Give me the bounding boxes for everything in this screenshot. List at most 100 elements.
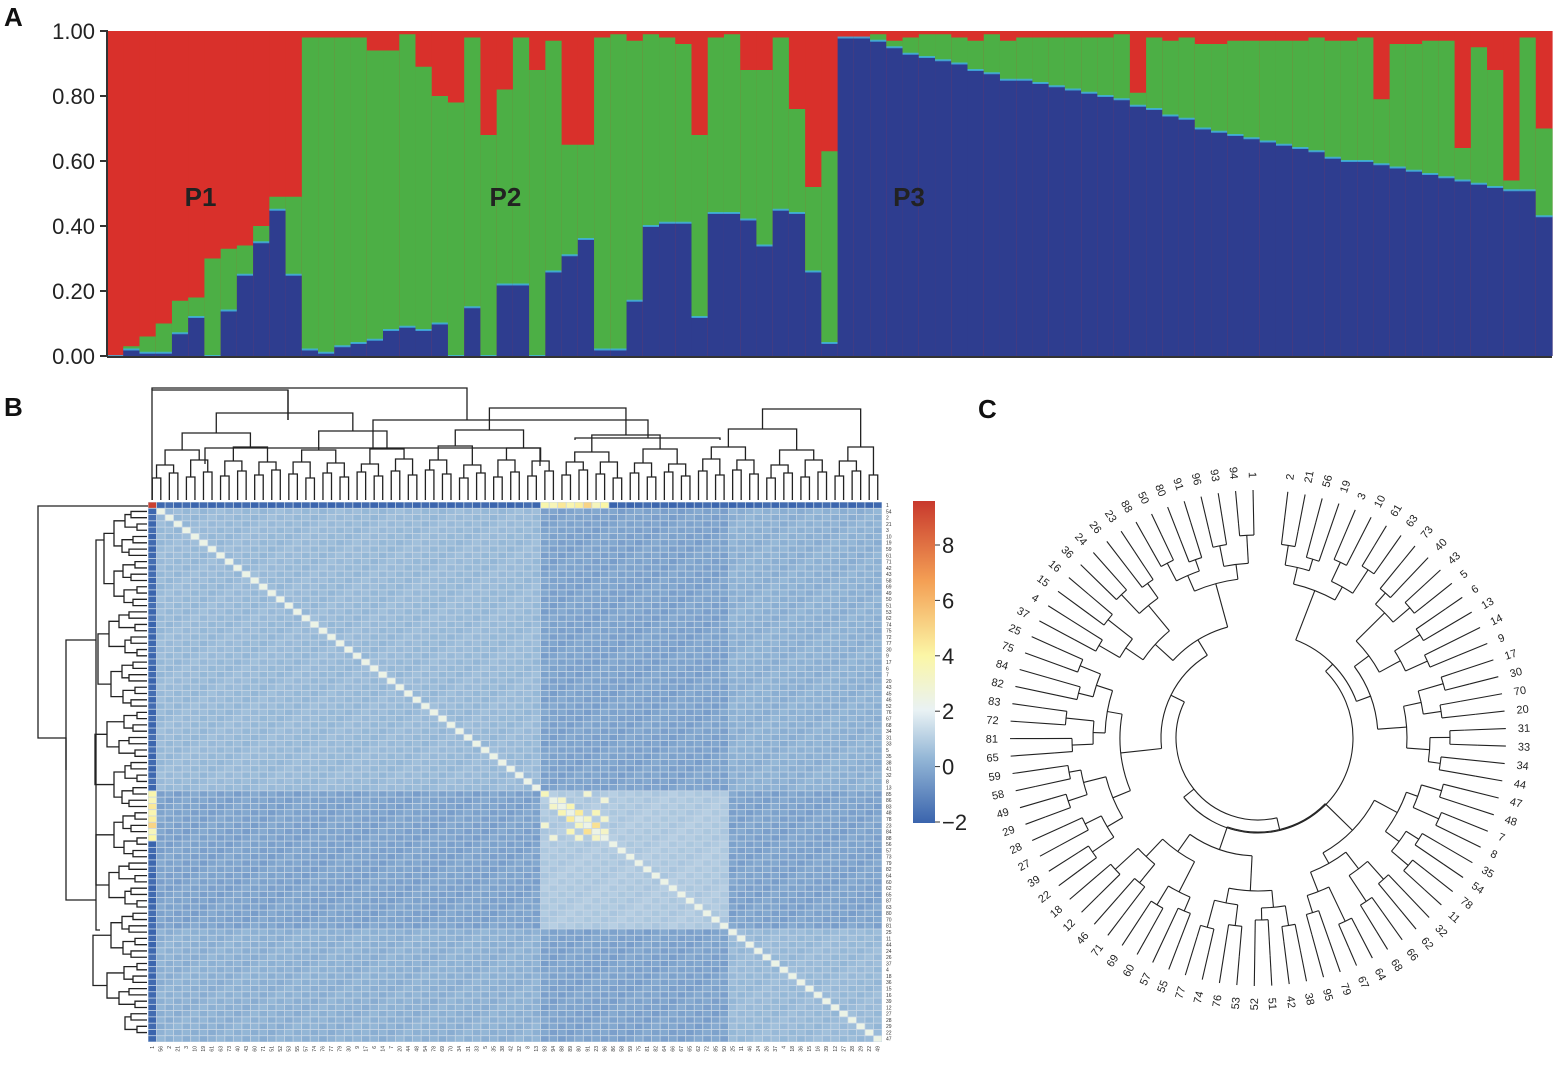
heat-cell <box>387 533 396 540</box>
heat-cell <box>447 640 455 647</box>
heat-cell <box>259 546 268 552</box>
heat-cell <box>677 602 686 609</box>
heat-cell <box>686 653 694 659</box>
heat-cell <box>831 577 839 584</box>
heat-cell <box>558 671 566 678</box>
heat-cell <box>814 558 822 565</box>
heat-cell <box>310 709 319 716</box>
heat-cell <box>472 602 481 609</box>
heat-cell <box>233 690 242 697</box>
heat-cell <box>182 577 191 584</box>
heat-cell <box>353 753 361 760</box>
heat-cell <box>797 728 805 734</box>
heat-cell <box>745 722 754 728</box>
heat-cell <box>771 621 780 628</box>
heat-cell <box>430 540 438 546</box>
dendro-left-merge <box>118 614 135 629</box>
heat-cell <box>660 502 669 508</box>
heat-cell <box>523 659 532 665</box>
heat-cell <box>378 703 387 709</box>
heat-cell <box>754 715 763 722</box>
bar-p2-71 <box>1259 40 1277 142</box>
heat-cell <box>395 715 404 722</box>
heat-cell <box>174 709 182 716</box>
heat-cell <box>472 584 481 590</box>
heat-cell <box>575 584 583 590</box>
heat-cell <box>873 527 882 533</box>
heat-cell <box>378 552 387 559</box>
heat-cell <box>472 684 481 690</box>
dendro-top-merge <box>232 446 269 462</box>
heat-cell <box>148 571 157 577</box>
heat-cell <box>694 584 703 590</box>
heat-cell <box>216 565 225 571</box>
heat-cell <box>831 659 839 665</box>
heat-cell <box>464 577 472 584</box>
heat-cell <box>865 646 874 653</box>
heat-cell <box>447 627 455 634</box>
heat-cell <box>754 671 763 678</box>
heat-cell <box>404 753 413 760</box>
heat-cell <box>276 640 285 647</box>
heat-cell <box>634 558 643 565</box>
heat-cell <box>643 546 652 552</box>
bar-p1-2 <box>139 31 157 356</box>
heat-cell <box>609 584 618 590</box>
heat-cell <box>302 584 310 590</box>
heat-cell <box>549 753 558 760</box>
heat-cell <box>669 784 677 791</box>
bar-p2-66 <box>1178 37 1196 119</box>
heat-cell <box>745 810 754 816</box>
heat-cell <box>148 640 157 647</box>
heat-cell <box>250 508 259 515</box>
heat-cell <box>242 546 251 552</box>
heat-cell <box>651 778 660 785</box>
heat-cell <box>506 797 515 803</box>
heat-cell <box>532 546 541 552</box>
heat-cell <box>344 810 353 816</box>
heat-cell <box>788 596 797 603</box>
heat-cell <box>549 747 558 753</box>
heat-cell <box>464 546 472 552</box>
heat-cell <box>626 540 635 546</box>
heat-cell <box>728 747 737 753</box>
heat-cell <box>395 766 404 772</box>
heat-cell <box>447 822 455 829</box>
heat-cell <box>242 703 251 709</box>
heat-cell <box>523 609 532 615</box>
heat-cell <box>250 527 259 533</box>
heat-cell <box>532 627 541 634</box>
heat-cell <box>583 810 592 816</box>
heat-cell <box>839 508 848 515</box>
heat-cell <box>208 634 216 640</box>
heat-cell <box>293 659 302 665</box>
heat-cell <box>592 646 600 653</box>
heat-cell <box>148 766 157 772</box>
heat-cell <box>762 584 771 590</box>
heat-cell <box>412 502 421 508</box>
heat-cell <box>302 784 310 791</box>
heat-cell <box>225 615 233 621</box>
heat-cell <box>233 577 242 584</box>
heat-cell <box>447 552 455 559</box>
heat-cell <box>319 753 327 760</box>
heat-cell <box>395 621 404 628</box>
heat-cell <box>395 527 404 533</box>
heat-cell <box>822 709 831 716</box>
heat-cell <box>660 684 669 690</box>
heat-cell <box>549 527 558 533</box>
heat-cell <box>276 584 285 590</box>
heat-cell <box>856 615 865 621</box>
heat-cell <box>541 590 549 596</box>
heat-cell <box>165 659 174 665</box>
heat-cell <box>609 653 618 659</box>
heat-cell <box>421 640 430 647</box>
heat-cell <box>762 540 771 546</box>
bar-p3-59 <box>1064 89 1082 356</box>
heat-cell <box>592 741 600 747</box>
heat-cell <box>233 747 242 753</box>
heat-cell <box>549 734 558 741</box>
heat-cell <box>148 665 157 672</box>
heat-cell <box>686 646 694 653</box>
heat-cell <box>865 741 874 747</box>
